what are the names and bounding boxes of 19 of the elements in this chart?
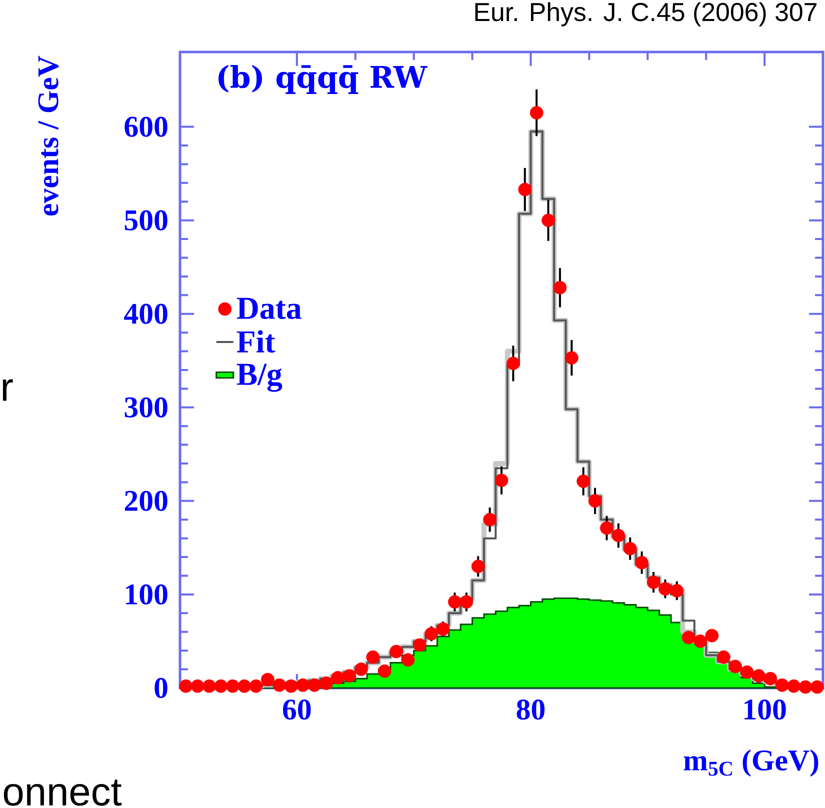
y-tick-label: 600 <box>124 116 168 137</box>
x-tick-label: 80 <box>516 700 545 720</box>
y-tick-label: 100 <box>126 584 168 605</box>
legend-label: B/g <box>236 364 282 392</box>
x-tick-label: 60 <box>282 700 311 720</box>
y-tick-label: 0 <box>154 678 168 698</box>
text: r <box>2 379 13 401</box>
y-tick-label: 300 <box>124 397 168 418</box>
legend-label: Fit <box>236 330 276 353</box>
chart-title: (b) qq̄qq̄ RW <box>218 65 428 94</box>
x-tick-label: 100 <box>744 700 786 720</box>
y-axis-title: events / GeV <box>38 56 58 216</box>
text: Eur. Phys. J. C.45 (2006) 307 <box>475 2 816 26</box>
y-tick-label: 200 <box>124 490 168 512</box>
text: onnect <box>4 780 122 806</box>
legend-label: Data <box>236 298 302 320</box>
x-axis-title: m$_{5C}$ (GeV) <box>684 750 818 777</box>
y-tick-label: 400 <box>124 304 168 324</box>
y-tick-label: 500 <box>124 210 168 230</box>
